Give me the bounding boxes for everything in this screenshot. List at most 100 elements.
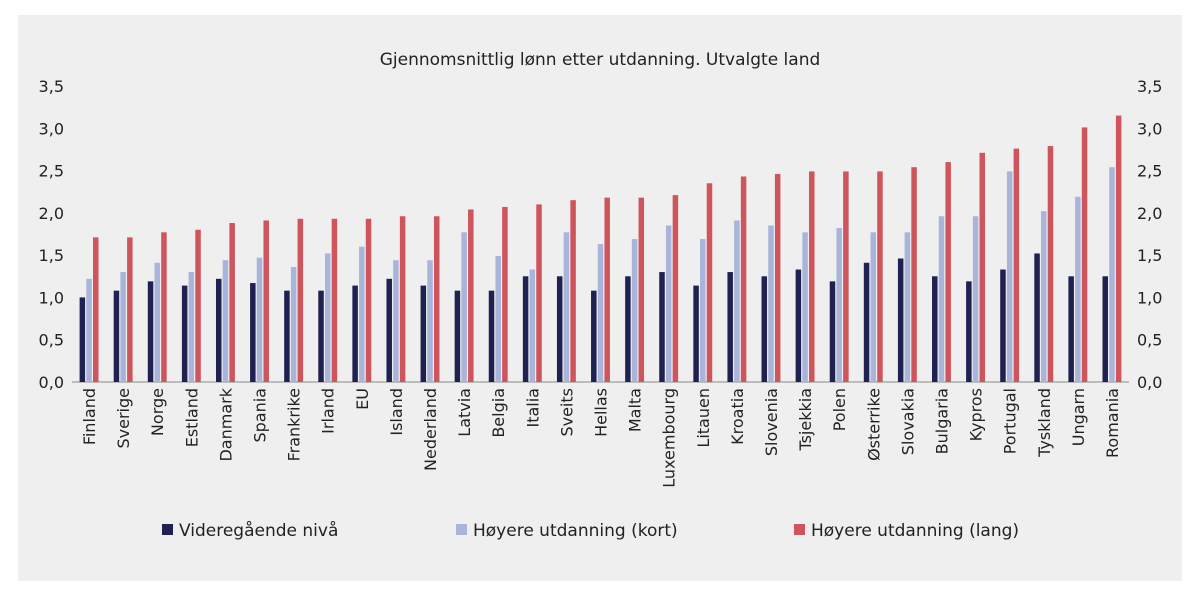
bar-3 (740, 176, 747, 382)
y-tick-label-right: 0,5 (1137, 331, 1162, 350)
bar-1 (659, 272, 665, 382)
y-tick-label-right: 3,5 (1137, 77, 1162, 96)
bar-2 (461, 232, 467, 382)
bar-2 (938, 216, 945, 382)
bar-3 (672, 195, 679, 382)
x-tick-label: Litauen (694, 388, 713, 448)
bar-1 (454, 290, 461, 382)
bar-1 (79, 297, 86, 382)
bar-2 (972, 216, 979, 382)
x-tick-label: Frankrike (285, 388, 304, 461)
x-tick-label: Norge (148, 388, 167, 436)
bar-1 (829, 281, 836, 382)
bar-3 (161, 232, 167, 382)
bar-3 (1013, 148, 1020, 382)
bar-2 (631, 239, 638, 382)
bar-2 (1075, 196, 1081, 382)
bar-1 (727, 272, 733, 382)
bar-3 (1081, 127, 1088, 382)
bar-1 (1000, 269, 1006, 382)
x-tick-label: Tyskland (1035, 388, 1054, 458)
bar-2 (154, 262, 160, 382)
bar-1 (761, 276, 768, 382)
bar-1 (352, 285, 358, 382)
legend: Videregående nivå Høyere utdanning (kort)… (162, 520, 1019, 541)
bar-3 (706, 183, 713, 382)
x-tick-label: Danmark (216, 387, 235, 461)
x-tick-label: Sveits (557, 388, 576, 437)
bar-1 (215, 278, 222, 382)
bar-1 (181, 285, 188, 382)
bar-2 (802, 232, 808, 382)
bar-2 (427, 260, 433, 382)
bar-2 (324, 253, 331, 382)
bar-3 (809, 171, 815, 382)
bar-1 (113, 290, 120, 382)
x-tick-label: Latvia (455, 388, 474, 437)
bar-3 (331, 218, 338, 382)
bar-2 (1041, 211, 1047, 382)
y-tick-label-right: 2,5 (1137, 162, 1162, 181)
bar-1 (250, 283, 256, 382)
x-tick-label: Romania (1103, 388, 1122, 458)
bar-1 (1102, 276, 1108, 382)
bar-1 (863, 262, 870, 382)
y-tick-label-left: 0,0 (39, 373, 64, 392)
bar-1 (386, 278, 392, 382)
bar-1 (1034, 253, 1040, 382)
x-tick-label: Italia (523, 388, 542, 428)
bar-1 (488, 290, 495, 382)
bar-2 (120, 272, 126, 382)
x-tick-label: Belgia (489, 388, 508, 438)
bar-3 (1047, 146, 1054, 382)
bar-3 (433, 216, 440, 382)
bar-1 (284, 290, 290, 382)
y-tick-label-right: 1,0 (1137, 288, 1162, 307)
bar-2 (768, 225, 774, 382)
legend-swatch (794, 524, 805, 535)
y-tick-label-left: 2,5 (39, 162, 64, 181)
bar-1 (897, 258, 904, 382)
bar-2 (904, 232, 911, 382)
bar-1 (522, 276, 529, 382)
x-tick-label: Tsjekkia (796, 388, 815, 452)
y-tick-label-left: 3,0 (39, 119, 64, 138)
bar-3 (945, 162, 951, 382)
x-tick-label: Sverige (114, 388, 133, 449)
bar-1 (1068, 276, 1074, 382)
legend-label: Høyere utdanning (kort) (473, 521, 678, 541)
bar-2 (393, 260, 399, 382)
legend-swatch (456, 524, 467, 535)
bar-3 (297, 218, 304, 382)
category-labels: Finland Sverige Norge Estland Danmark Spania F… (80, 387, 1122, 487)
y-tick-label-left: 1,5 (39, 246, 64, 265)
bar-3 (979, 152, 986, 382)
bar-3 (365, 218, 372, 382)
x-tick-label: EU (353, 388, 372, 410)
x-tick-label: Luxembourg (660, 388, 679, 488)
chart-title: Gjennomsnittlig lønn etter utdanning. Ut… (380, 50, 821, 70)
bar-2 (290, 266, 297, 382)
x-tick-label: Spania (251, 388, 270, 443)
x-tick-label: Malta (626, 388, 645, 432)
bar-2 (86, 278, 92, 382)
bar-1 (556, 276, 563, 382)
bar-3 (638, 197, 645, 382)
bar-2 (563, 232, 570, 382)
y-tick-label-right: 0,0 (1137, 373, 1162, 392)
bar-2 (700, 239, 706, 382)
x-tick-label: Bulgaria (932, 388, 951, 454)
y-tick-label-left: 0,5 (39, 331, 64, 350)
x-tick-label: Irland (319, 388, 338, 434)
x-tick-label: Østerrike (864, 388, 883, 461)
bar-1 (693, 285, 699, 382)
bar-2 (495, 255, 501, 382)
bar-3 (93, 237, 99, 382)
bar-2 (222, 260, 229, 382)
x-tick-label: Estland (182, 388, 201, 447)
bar-2 (870, 232, 877, 382)
x-tick-label: Kypros (967, 388, 986, 441)
bar-2 (836, 228, 842, 382)
bar-2 (734, 220, 740, 382)
